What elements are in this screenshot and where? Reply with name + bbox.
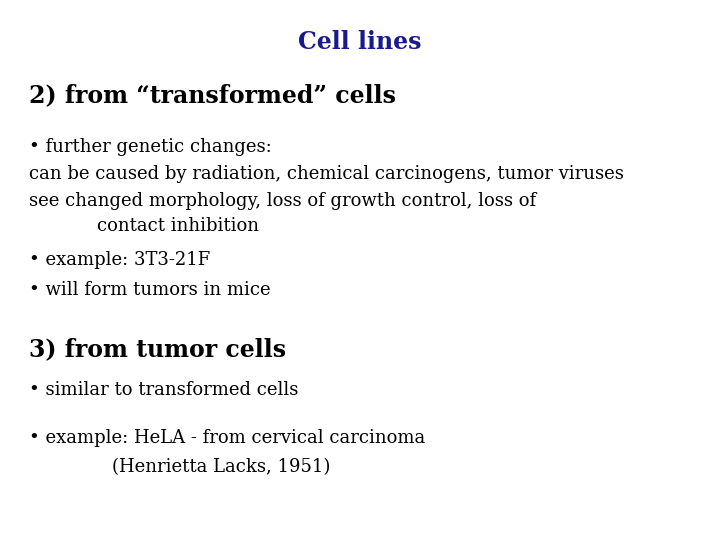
- Text: 2) from “transformed” cells: 2) from “transformed” cells: [29, 84, 396, 107]
- Text: • further genetic changes:: • further genetic changes:: [29, 138, 271, 156]
- Text: 3) from tumor cells: 3) from tumor cells: [29, 338, 286, 361]
- Text: • example: 3T3-21F: • example: 3T3-21F: [29, 251, 210, 269]
- Text: see changed morphology, loss of growth control, loss of: see changed morphology, loss of growth c…: [29, 192, 536, 210]
- Text: • will form tumors in mice: • will form tumors in mice: [29, 281, 271, 299]
- Text: • example: HeLA - from cervical carcinoma: • example: HeLA - from cervical carcinom…: [29, 429, 425, 447]
- Text: • similar to transformed cells: • similar to transformed cells: [29, 381, 298, 399]
- Text: (Henrietta Lacks, 1951): (Henrietta Lacks, 1951): [112, 458, 330, 476]
- Text: contact inhibition: contact inhibition: [97, 217, 259, 235]
- Text: can be caused by radiation, chemical carcinogens, tumor viruses: can be caused by radiation, chemical car…: [29, 165, 624, 183]
- Text: Cell lines: Cell lines: [298, 30, 422, 53]
